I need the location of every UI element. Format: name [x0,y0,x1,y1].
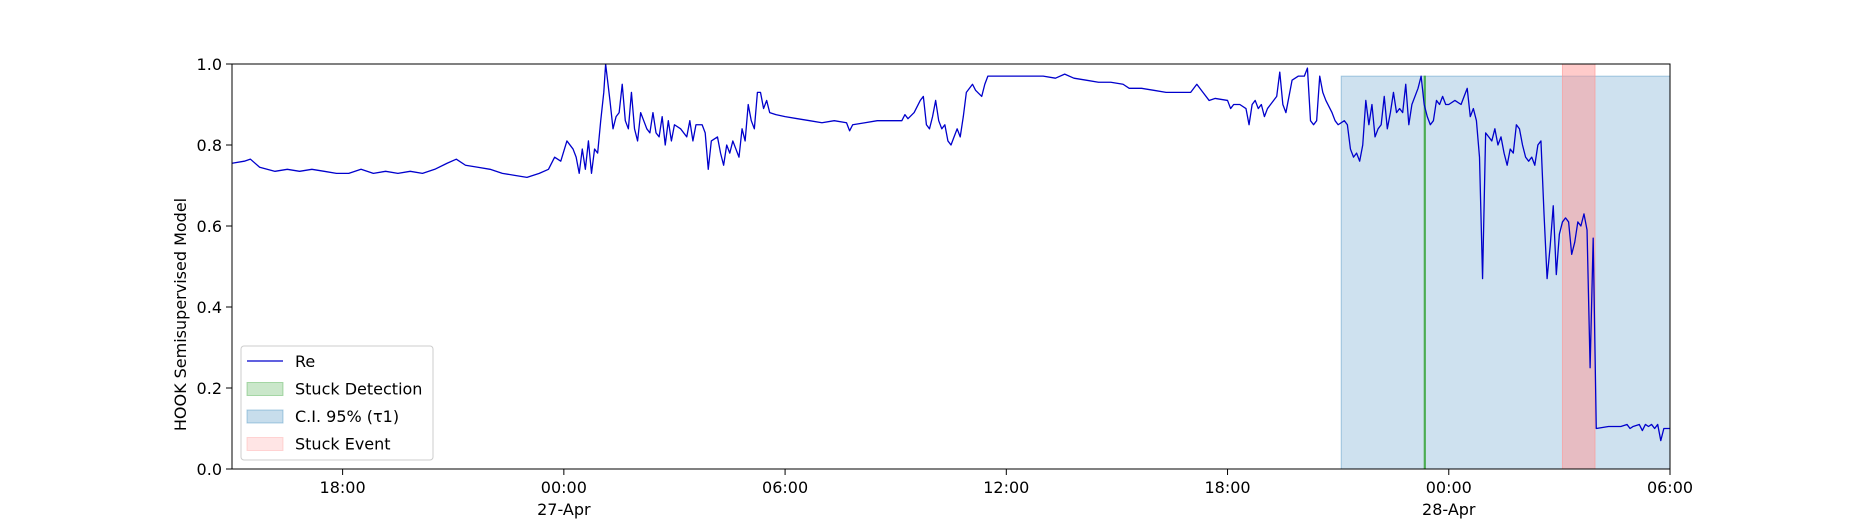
legend-swatch-patch [246,409,284,424]
region-1 [1340,75,1670,469]
series-line-1 [232,64,1670,442]
x-tick-label: 12:00 [983,478,1029,497]
y-axis-label: HOOK Semisupervised Model [171,198,190,431]
x-tick-label: 18:00 [1204,478,1250,497]
y-tick-label: 0.4 [197,298,222,317]
legend-label: Re [295,352,315,371]
legend-label: C.I. 95% (τ1) [295,407,399,426]
legend-swatch-patch [246,437,284,451]
x-tick-label: 28-Apr [1422,500,1476,519]
legend-label: Stuck Detection [295,380,422,399]
y-tick-label: 0.0 [197,460,222,479]
plot-area-frame [231,63,1671,470]
x-tick-label: 1900 [543,522,584,525]
x-tick-label: 06:00 [762,478,808,497]
y-tick-label: 1.0 [197,55,222,74]
x-tick-label: 06:00 [1647,478,1693,497]
legend-swatch-patch [246,382,284,396]
x-axis: 18:00 00:00 27-Apr 1900 06:00 12:00 18:00 00:00… [320,469,1693,525]
x-tick-label: 18:00 [320,478,366,497]
region-3 [1561,64,1596,469]
y-tick-label: 0.6 [197,217,222,236]
series-layer [232,64,1670,442]
y-axis: 0.0 0.2 0.4 0.6 0.8 1.0 [197,55,232,479]
y-tick-label: 0.2 [197,379,222,398]
y-tick-label: 0.8 [197,136,222,155]
legend-label: Stuck Event [295,435,391,454]
x-tick-label: 00:00 [1426,478,1472,497]
legend: Re Stuck Detection C.I. 95% (τ1) Stuck Even… [240,345,434,461]
shaded-regions [1340,64,1670,469]
legend-box [240,345,434,461]
x-tick-label: 27-Apr [537,500,591,519]
region-2 [1423,75,1426,469]
x-tick-label: 00:00 [541,478,587,497]
